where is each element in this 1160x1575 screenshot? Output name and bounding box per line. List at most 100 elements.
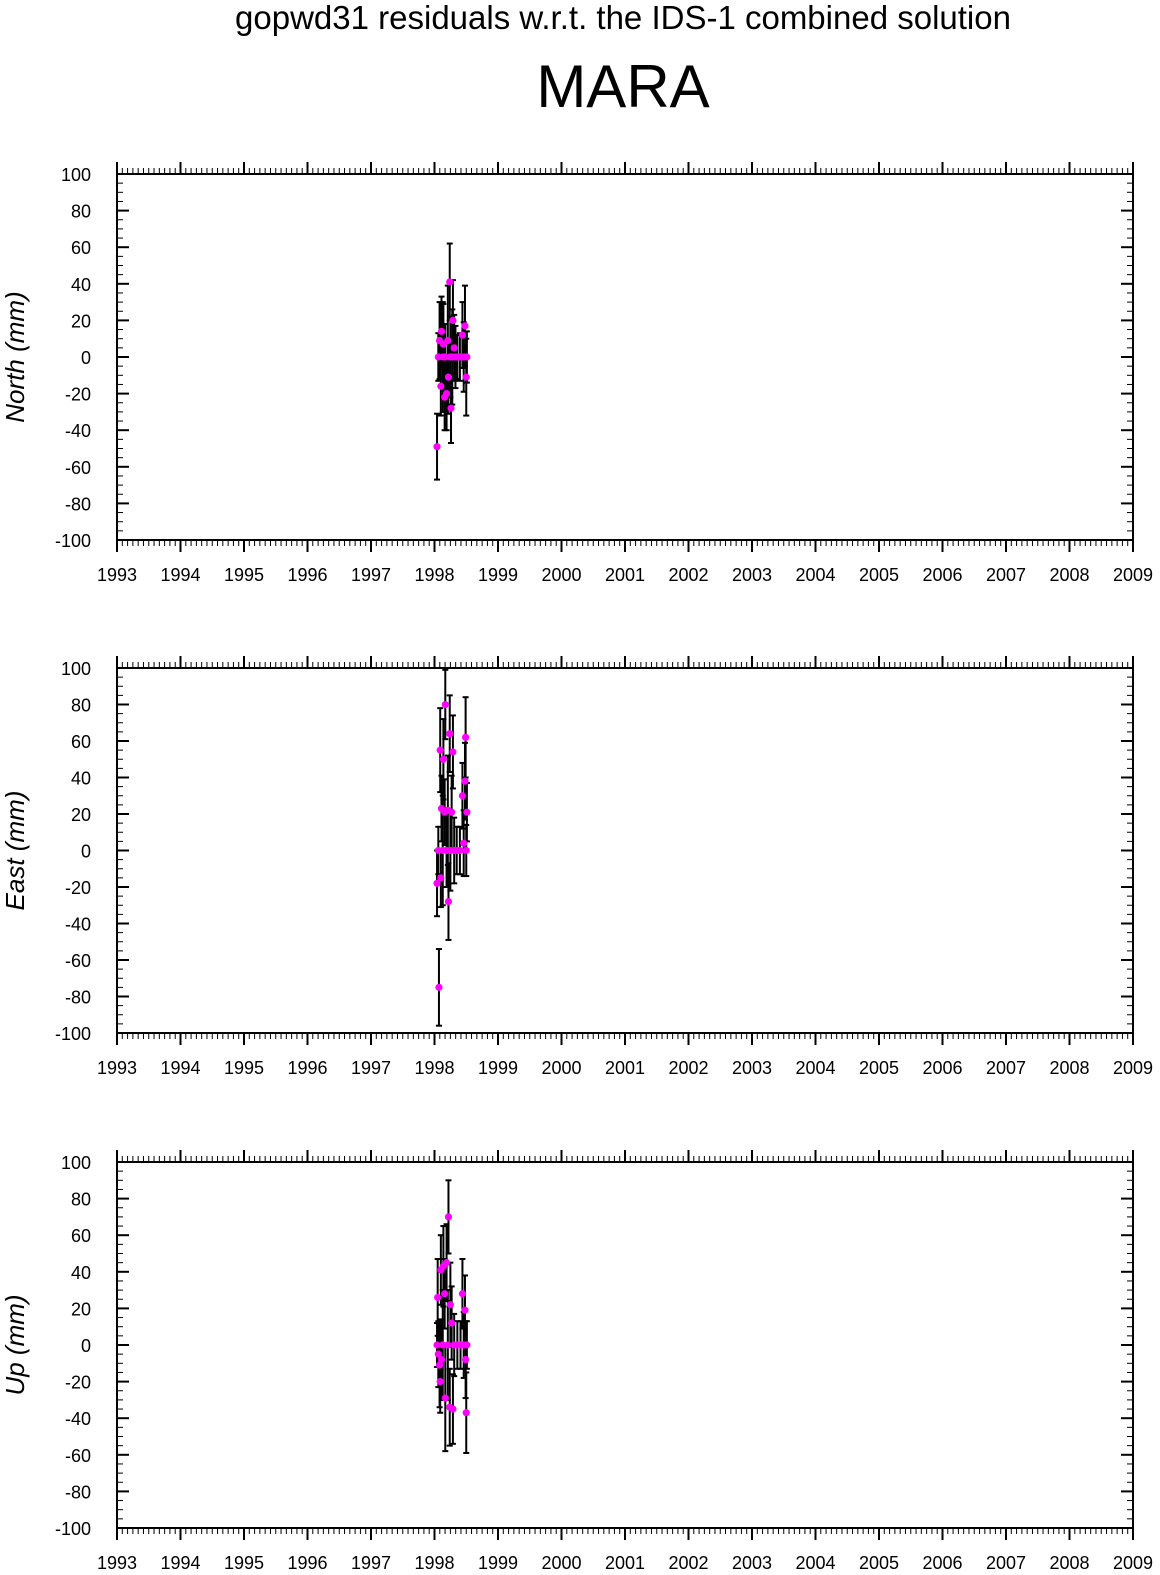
- up-data-point: [441, 1394, 449, 1402]
- north-ytick-label: 60: [71, 238, 91, 258]
- up-data-point: [458, 1290, 467, 1298]
- east-data-point: [461, 777, 469, 785]
- up-ytick-label: -40: [65, 1409, 91, 1429]
- up-xtick-label: 2003: [732, 1553, 772, 1573]
- north-data-point: [450, 344, 458, 352]
- east-panel: 1993 1994 1995 1996 1997 1998 1999 2000 2001 2002…: [0, 656, 1153, 1078]
- east-data-point: [441, 700, 449, 709]
- east-data-point: [462, 733, 470, 741]
- east-xtick-label: 2001: [605, 1058, 645, 1078]
- north-data-point: [446, 278, 454, 286]
- up-data-point: [437, 1356, 446, 1364]
- north-xtick-label: 2003: [732, 565, 772, 585]
- up-xtick-label: 2009: [1113, 1553, 1153, 1573]
- up-xtick-label: 2005: [859, 1553, 899, 1573]
- north-ticks: [116, 162, 1134, 552]
- east-xtick-label: 1993: [97, 1058, 137, 1078]
- up-ytick-label: -100: [55, 1519, 91, 1539]
- up-ticks: [116, 1150, 1134, 1540]
- east-ytick-label: 40: [71, 769, 91, 789]
- up-data-point: [441, 1290, 449, 1298]
- north-ytick-label: -20: [65, 385, 91, 405]
- east-xtick-label: 2002: [668, 1058, 708, 1078]
- up-ytick-label: -60: [65, 1446, 91, 1466]
- east-xtick-label: 2006: [922, 1058, 962, 1078]
- east-y-axis-label: East (mm): [0, 791, 30, 911]
- up-data-point: [449, 1405, 457, 1413]
- east-xtick-label: 2009: [1113, 1058, 1153, 1078]
- east-xtick-label: 2008: [1049, 1058, 1089, 1078]
- up-y-axis-label: Up (mm): [0, 1294, 30, 1395]
- east-data-point: [462, 846, 470, 855]
- up-ytick-label: 20: [71, 1299, 91, 1319]
- east-data-point: [437, 874, 445, 882]
- north-xtick-label: 2002: [668, 565, 708, 585]
- up-ytick-label: 40: [71, 1263, 91, 1283]
- up-data-point: [446, 1301, 454, 1309]
- east-ytick-label: 100: [61, 659, 91, 679]
- north-data-point: [442, 390, 451, 398]
- north-ytick-label: -100: [55, 531, 91, 551]
- east-data-point: [433, 879, 441, 887]
- north-y-axis-label: North (mm): [0, 291, 30, 422]
- up-points: [433, 1213, 471, 1417]
- north-ytick-label: 80: [71, 202, 91, 222]
- east-data-point: [449, 748, 457, 756]
- north-xtick-label: 1996: [287, 565, 327, 585]
- east-ytick-label: -80: [65, 988, 91, 1008]
- up-xtick-label: 2008: [1049, 1553, 1089, 1573]
- east-data-point: [463, 808, 471, 816]
- north-xtick-label: 1999: [478, 565, 518, 585]
- north-panel: 1993 1994 1995 1996 1997 1998 1999 2000 2001 2002…: [0, 162, 1153, 585]
- east-ytick-label: -100: [55, 1024, 91, 1044]
- north-data-point: [458, 331, 467, 339]
- up-ytick-label: -20: [65, 1373, 91, 1393]
- up-data-point: [435, 1361, 444, 1369]
- north-plot-frame: [116, 173, 1134, 541]
- north-ytick-label: 0: [81, 348, 91, 368]
- up-xtick-label: 2004: [795, 1553, 835, 1573]
- east-xtick-label: 2005: [859, 1058, 899, 1078]
- east-ytick-label: -20: [65, 878, 91, 898]
- up-xtick-label: 2000: [541, 1553, 581, 1573]
- north-xtick-label: 2009: [1113, 565, 1153, 585]
- east-data-point: [446, 730, 454, 738]
- east-ytick-label: -40: [65, 915, 91, 935]
- north-data-point: [444, 373, 453, 381]
- east-ytick-label: 0: [81, 842, 91, 862]
- figure-title: gopwd31 residuals w.r.t. the IDS-1 combi…: [235, 0, 1011, 36]
- east-xtick-label: 1996: [287, 1058, 327, 1078]
- up-data-point: [444, 1213, 453, 1221]
- north-xtick-label: 1995: [224, 565, 264, 585]
- up-data-point: [434, 1350, 442, 1358]
- up-data-point: [448, 1319, 456, 1327]
- up-data-point: [434, 1293, 442, 1302]
- up-data-point: [462, 1409, 470, 1417]
- up-data-point: [442, 1259, 451, 1267]
- east-ytick-label: 80: [71, 696, 91, 716]
- east-data-point: [448, 808, 456, 816]
- north-xtick-label: 1994: [160, 565, 200, 585]
- up-ytick-label: 60: [71, 1226, 91, 1246]
- east-data-point: [436, 746, 444, 754]
- up-xtick-label: 2006: [922, 1553, 962, 1573]
- north-xtick-label: 2000: [541, 565, 581, 585]
- up-ytick-label: 80: [71, 1190, 91, 1210]
- up-xtick-label: 1999: [478, 1553, 518, 1573]
- east-data-point: [435, 983, 443, 991]
- up-xtick-label: 1995: [224, 1553, 264, 1573]
- east-xtick-label: 1998: [414, 1058, 454, 1078]
- up-panel: 1993 1994 1995 1996 1997 1998 1999 2000 2001 2002…: [0, 1150, 1153, 1573]
- east-points: [433, 700, 471, 991]
- east-data-point: [460, 839, 468, 847]
- east-data-point: [456, 846, 464, 855]
- east-data-point: [439, 755, 447, 763]
- east-ytick-label: 60: [71, 732, 91, 752]
- east-plot-frame: [116, 667, 1134, 1034]
- north-data-point: [461, 322, 469, 330]
- up-data-point: [439, 1341, 447, 1349]
- east-ytick-label: 20: [71, 805, 91, 825]
- north-xtick-label: 2004: [795, 565, 835, 585]
- east-xtick-label: 1995: [224, 1058, 264, 1078]
- north-xtick-label: 1993: [97, 565, 137, 585]
